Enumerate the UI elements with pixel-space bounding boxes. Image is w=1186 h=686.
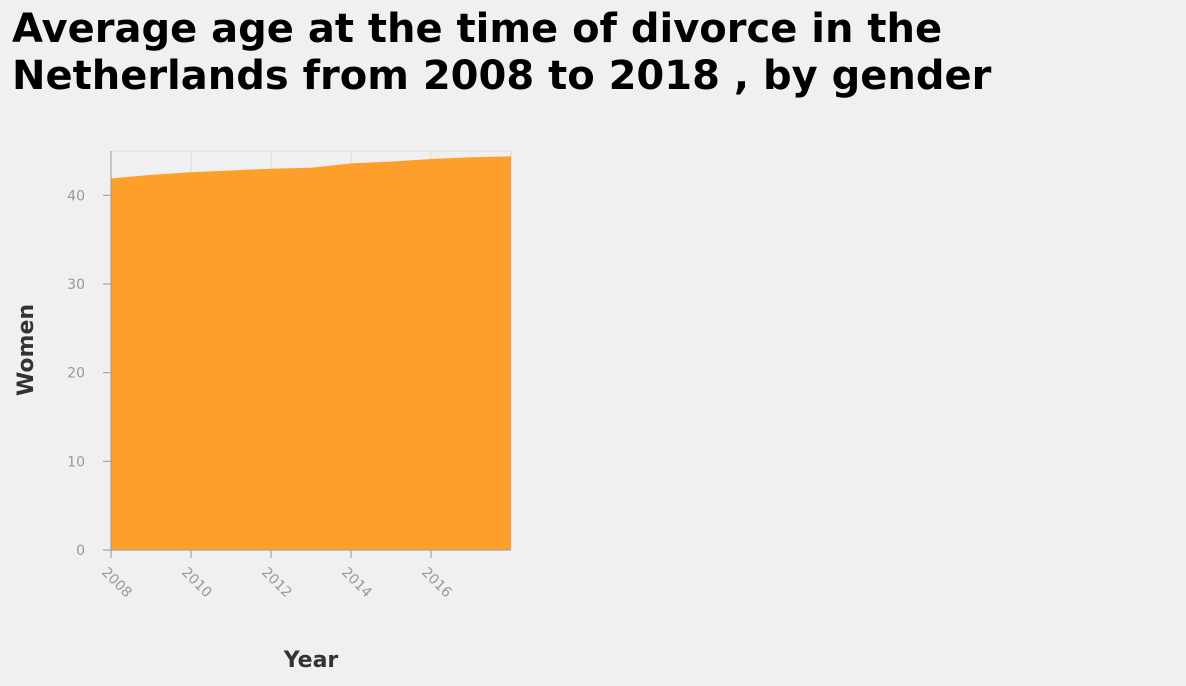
y-tick-label: 30 (67, 277, 85, 293)
y-tick-label: 40 (67, 188, 85, 204)
y-tick-label: 20 (67, 366, 85, 382)
x-tick-label: 2016 (418, 565, 455, 602)
chart-title: Average age at the time of divorce in th… (12, 6, 992, 99)
x-tick-label: 2010 (178, 565, 215, 602)
axes (103, 151, 511, 558)
y-axis-title: Women (14, 304, 39, 396)
y-tick-label: 10 (67, 454, 85, 470)
x-tick-label: 2008 (98, 565, 135, 602)
area-series-women (111, 156, 511, 551)
y-tick-label: 0 (76, 543, 85, 559)
x-tick-label: 2012 (258, 565, 295, 602)
x-tick-label: 2014 (338, 565, 375, 602)
x-axis-title: Year (283, 648, 339, 673)
